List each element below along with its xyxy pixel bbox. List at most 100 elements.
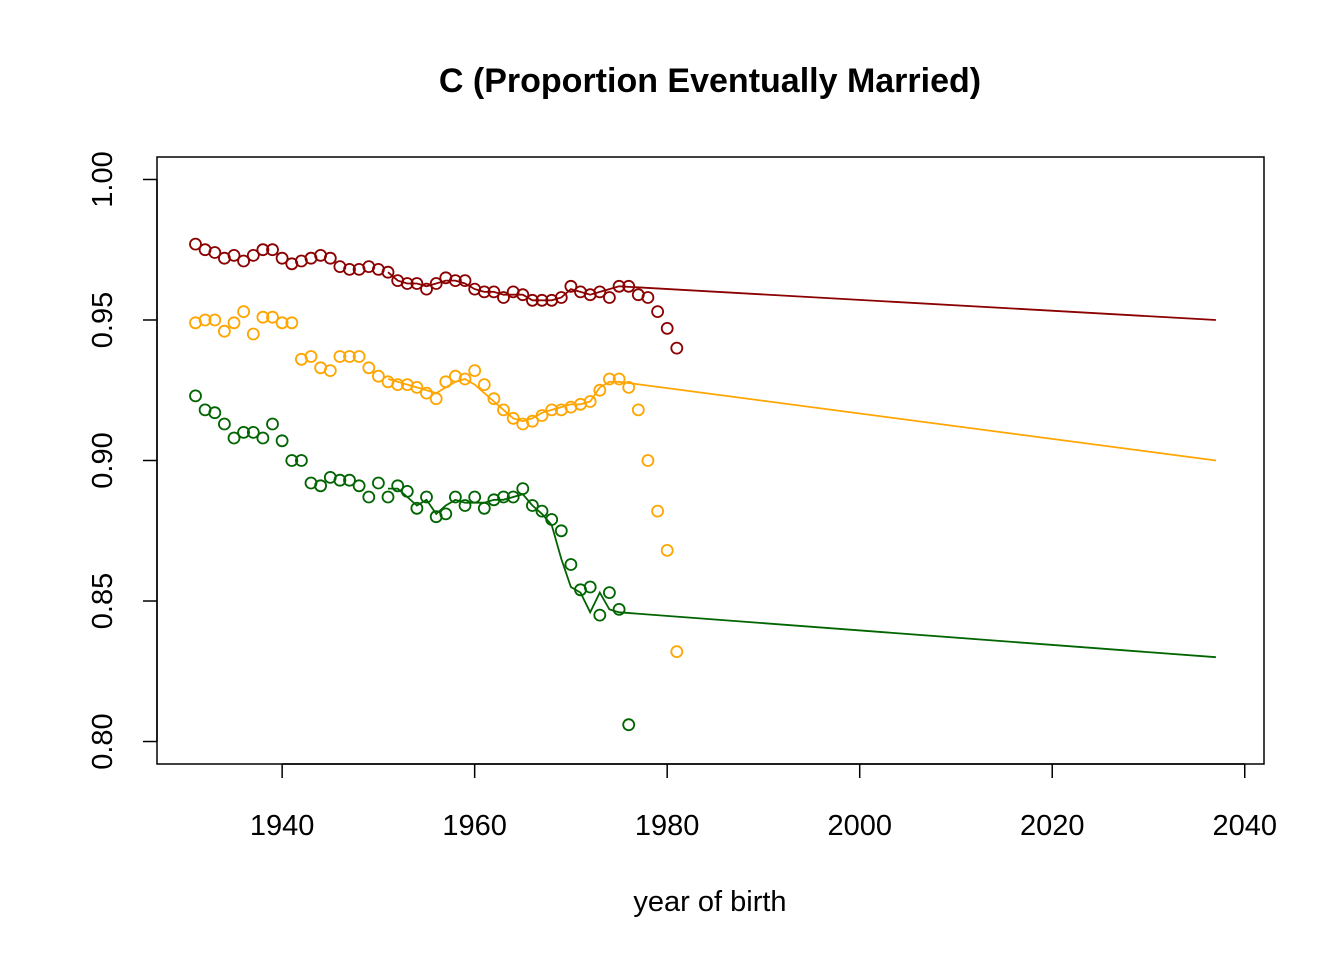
y-axis: 0.80 0.85 0.90 0.95 1.00 [87,151,158,770]
y-tick-label: 1.00 [87,151,119,207]
data-point [343,350,356,363]
data-point [487,392,501,406]
data-point [526,499,539,512]
data-point [622,279,636,293]
data-point [468,364,482,378]
data-point [256,431,270,445]
x-axis-label: year of birth [633,886,786,918]
plot-frame [156,156,1265,765]
data-point [208,246,222,259]
data-point [246,425,260,439]
data-point [477,378,491,392]
y-tick-label: 0.90 [87,432,119,488]
data-point [227,248,241,262]
series-3 [189,389,1216,732]
data-point [612,603,626,616]
data-point [285,316,299,330]
data-point [246,248,260,262]
data-point [266,417,279,431]
data-point [564,279,578,293]
data-point [439,507,453,521]
data-point [420,282,433,296]
y-tick-label: 0.80 [87,713,119,769]
data-point [545,513,559,526]
series-line [388,487,1216,659]
data-point [352,479,366,493]
data-point [506,490,520,504]
chart-title: C (Proportion Eventually Married) [439,62,981,100]
data-point [458,499,472,512]
data-point [477,285,491,299]
data-point [266,310,279,324]
data-point [612,279,626,293]
x-tick-label: 2000 [827,810,892,842]
data-point [391,378,405,392]
series-2 [189,305,1217,658]
data-point [217,324,231,338]
data-point [641,291,655,304]
data-point [458,274,472,288]
data-point [516,288,530,302]
data-point [593,608,607,622]
data-point [497,490,510,504]
data-point [651,504,664,518]
data-point [660,321,674,335]
data-point [410,380,424,394]
data-point [420,386,433,400]
data-point [256,243,270,257]
data-point [198,313,212,327]
data-point [554,291,568,304]
data-point [381,490,395,504]
data-point [410,501,424,515]
data-point [651,305,664,319]
data-point [285,454,299,467]
data-point [294,454,308,467]
data-point [554,524,568,538]
data-point [622,380,636,394]
data-point [477,501,491,515]
data-point [246,327,260,341]
data-point [343,262,356,276]
data-point [237,425,251,439]
data-point [400,277,414,290]
data-point [275,316,289,330]
data-point [593,383,607,397]
data-point [371,476,385,490]
x-axis: 1940 1960 1980 2000 2020 2040 [250,763,1277,842]
data-point [189,237,202,251]
data-point [391,479,405,493]
data-point [631,403,645,417]
data-point [362,361,376,375]
data-point [237,254,251,268]
data-point [603,372,616,386]
data-point [227,316,241,330]
data-point [429,392,443,406]
data-point [304,350,318,363]
data-point [622,718,636,732]
data-point [468,490,482,504]
data-point [593,285,607,299]
series-line [387,271,1216,321]
data-point [641,454,655,467]
data-point [458,372,472,386]
series-line [387,378,1217,462]
data-point [362,490,376,504]
data-point [603,586,616,599]
data-point [429,277,443,290]
data-point [371,369,385,383]
plot-area [189,237,1217,732]
data-point [526,293,539,307]
data-point [448,490,462,504]
x-tick-label: 1980 [635,810,700,842]
data-point [400,484,414,498]
data-point [323,251,337,265]
data-point [256,310,270,324]
data-point [439,375,453,389]
data-point [208,406,222,420]
data-point [420,490,433,504]
data-point [583,580,597,594]
data-point [535,504,549,518]
data-point [314,479,328,493]
data-point [323,364,337,378]
